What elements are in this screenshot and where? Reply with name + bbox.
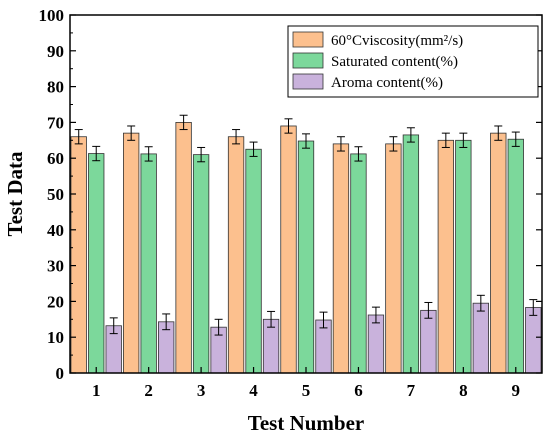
y-tick-label: 80 bbox=[47, 78, 64, 97]
bar bbox=[192, 154, 210, 374]
bar bbox=[455, 139, 472, 374]
y-tick-label: 10 bbox=[47, 328, 64, 347]
bar bbox=[123, 132, 140, 374]
y-tick-label: 100 bbox=[39, 6, 65, 25]
bar bbox=[490, 132, 507, 374]
x-tick-label: 8 bbox=[459, 381, 468, 400]
legend-label: 60°Cviscosity(mm²/s) bbox=[331, 33, 463, 49]
bar bbox=[175, 122, 192, 374]
bar bbox=[437, 139, 454, 374]
x-tick-label: 5 bbox=[302, 381, 311, 400]
bar bbox=[385, 143, 402, 374]
bar bbox=[227, 136, 245, 374]
y-tick-label: 30 bbox=[47, 257, 64, 276]
legend-box bbox=[287, 25, 539, 98]
bar bbox=[297, 140, 315, 374]
bar bbox=[88, 153, 105, 374]
legend-label: Aroma content(%) bbox=[331, 75, 443, 91]
bars-layer bbox=[70, 114, 542, 374]
legend-swatch bbox=[292, 52, 324, 69]
bar bbox=[402, 134, 420, 374]
bar bbox=[280, 125, 297, 374]
y-tick-label: 0 bbox=[56, 364, 65, 383]
bar bbox=[420, 309, 437, 374]
ticks-layer: 0 10 20 30 40 50 60 70 80 90 100 1 2 3 4 5 6 7 8 9 bbox=[39, 6, 542, 400]
y-tick-label: 20 bbox=[47, 292, 64, 311]
bar bbox=[140, 153, 157, 374]
y-tick-label: 90 bbox=[47, 42, 64, 61]
legend-swatch bbox=[292, 73, 324, 90]
x-tick-label: 6 bbox=[354, 381, 363, 400]
y-tick-label: 60 bbox=[47, 149, 64, 168]
x-tick-label: 7 bbox=[407, 381, 416, 400]
x-tick-label: 4 bbox=[249, 381, 258, 400]
y-axis-title: Test Data bbox=[3, 151, 27, 236]
x-tick-label: 1 bbox=[92, 381, 101, 400]
bar bbox=[507, 138, 524, 374]
y-tick-label: 40 bbox=[47, 221, 64, 240]
legend: 60°Cviscosity(mm²/s) Saturated content(%)… bbox=[287, 25, 539, 98]
y-tick-label: 70 bbox=[47, 113, 64, 132]
bar bbox=[525, 307, 542, 374]
legend-label: Saturated content(%) bbox=[331, 54, 458, 70]
x-axis-title: Test Number bbox=[248, 411, 364, 435]
bar bbox=[350, 153, 367, 374]
bar bbox=[245, 148, 262, 374]
bar bbox=[332, 143, 350, 374]
x-tick-label: 2 bbox=[144, 381, 153, 400]
plot-frame bbox=[69, 14, 543, 374]
y-tick-label: 50 bbox=[47, 185, 64, 204]
legend-swatch bbox=[292, 31, 324, 48]
bar bbox=[367, 314, 385, 374]
bar bbox=[472, 302, 489, 374]
x-tick-label: 9 bbox=[512, 381, 521, 400]
x-tick-label: 3 bbox=[197, 381, 206, 400]
